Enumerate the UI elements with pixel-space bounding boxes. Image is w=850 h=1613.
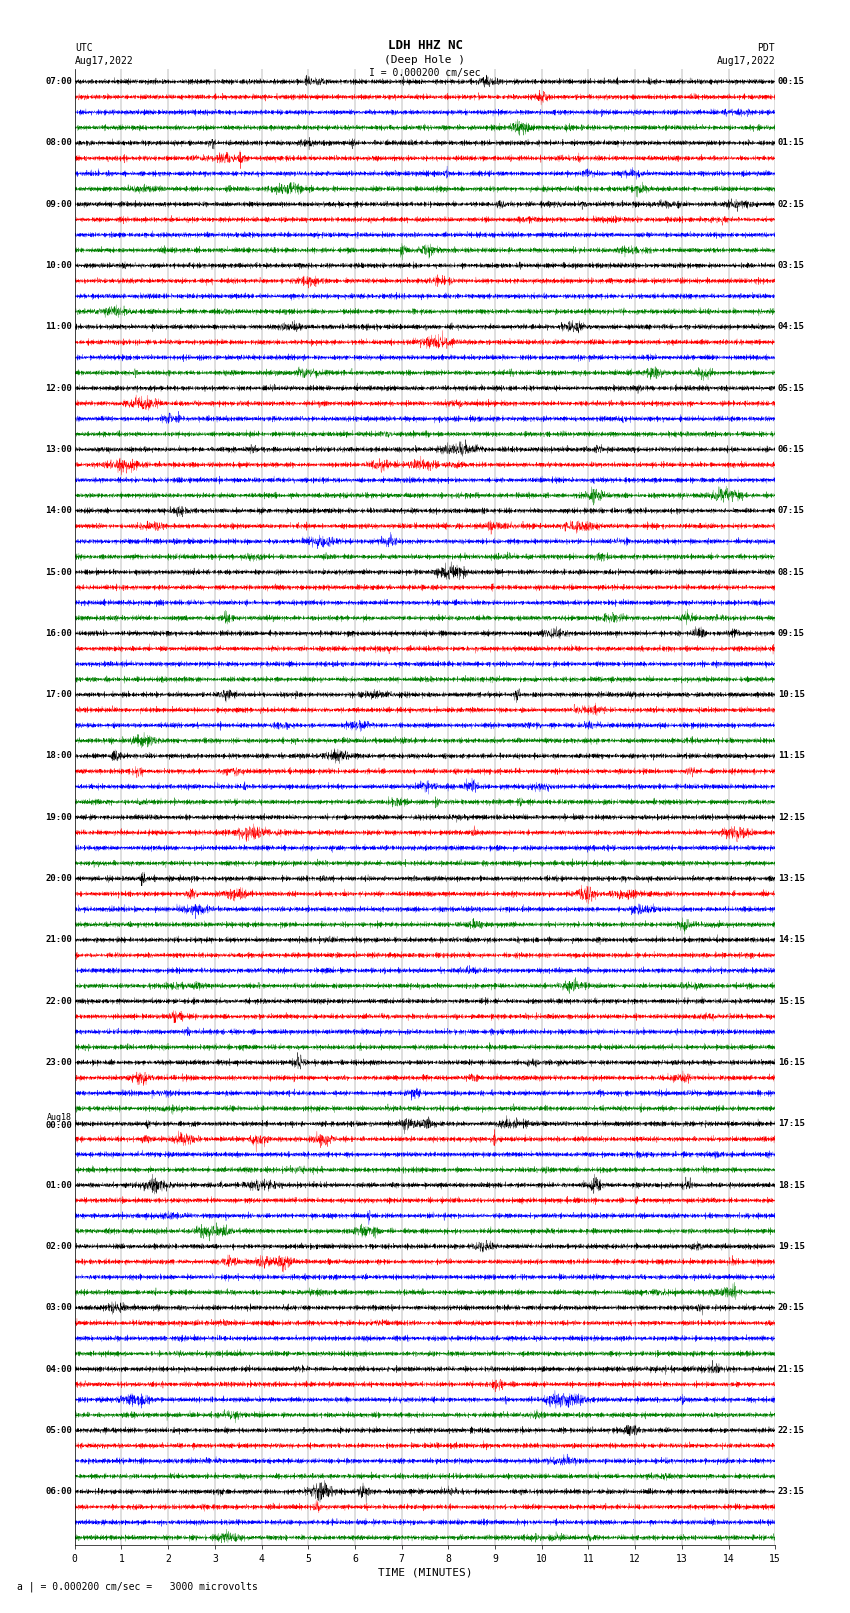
Text: 17:00: 17:00 [45,690,72,698]
Text: 21:15: 21:15 [778,1365,805,1374]
Text: UTC: UTC [75,44,93,53]
Text: 02:15: 02:15 [778,200,805,208]
Text: 22:15: 22:15 [778,1426,805,1436]
Text: PDT: PDT [757,44,775,53]
Text: 03:15: 03:15 [778,261,805,269]
Text: 06:00: 06:00 [45,1487,72,1497]
Text: 23:00: 23:00 [45,1058,72,1066]
Text: 09:15: 09:15 [778,629,805,637]
Text: 09:00: 09:00 [45,200,72,208]
Text: 15:15: 15:15 [778,997,805,1005]
Text: 01:15: 01:15 [778,139,805,147]
Text: 20:15: 20:15 [778,1303,805,1313]
Text: 16:15: 16:15 [778,1058,805,1066]
Text: 12:15: 12:15 [778,813,805,821]
Text: 13:15: 13:15 [778,874,805,882]
Text: LDH HHZ NC: LDH HHZ NC [388,39,462,52]
Text: 01:00: 01:00 [45,1181,72,1190]
Text: 20:00: 20:00 [45,874,72,882]
Text: 06:15: 06:15 [778,445,805,453]
Text: 13:00: 13:00 [45,445,72,453]
Text: 11:15: 11:15 [778,752,805,760]
Text: 16:00: 16:00 [45,629,72,637]
Text: 22:00: 22:00 [45,997,72,1005]
Text: I = 0.000200 cm/sec: I = 0.000200 cm/sec [369,68,481,77]
Text: Aug17,2022: Aug17,2022 [75,56,133,66]
Text: 08:00: 08:00 [45,139,72,147]
Text: 23:15: 23:15 [778,1487,805,1497]
Text: 03:00: 03:00 [45,1303,72,1313]
Text: 11:00: 11:00 [45,323,72,331]
Text: 10:15: 10:15 [778,690,805,698]
Text: 18:15: 18:15 [778,1181,805,1190]
Text: 21:00: 21:00 [45,936,72,944]
Text: Aug18: Aug18 [48,1113,72,1121]
Text: 00:15: 00:15 [778,77,805,85]
Text: 18:00: 18:00 [45,752,72,760]
Text: Aug17,2022: Aug17,2022 [717,56,775,66]
Text: 14:15: 14:15 [778,936,805,944]
Text: 19:15: 19:15 [778,1242,805,1252]
Text: 04:15: 04:15 [778,323,805,331]
Text: 00:00: 00:00 [45,1121,72,1129]
Text: 02:00: 02:00 [45,1242,72,1252]
X-axis label: TIME (MINUTES): TIME (MINUTES) [377,1568,473,1578]
Text: 14:00: 14:00 [45,506,72,515]
Text: 17:15: 17:15 [778,1119,805,1127]
Text: 07:00: 07:00 [45,77,72,85]
Text: 07:15: 07:15 [778,506,805,515]
Text: (Deep Hole ): (Deep Hole ) [384,55,466,65]
Text: 19:00: 19:00 [45,813,72,821]
Text: 08:15: 08:15 [778,568,805,576]
Text: a | = 0.000200 cm/sec =   3000 microvolts: a | = 0.000200 cm/sec = 3000 microvolts [17,1582,258,1592]
Text: 15:00: 15:00 [45,568,72,576]
Text: 12:00: 12:00 [45,384,72,392]
Text: 05:00: 05:00 [45,1426,72,1436]
Text: 10:00: 10:00 [45,261,72,269]
Text: 05:15: 05:15 [778,384,805,392]
Text: 04:00: 04:00 [45,1365,72,1374]
